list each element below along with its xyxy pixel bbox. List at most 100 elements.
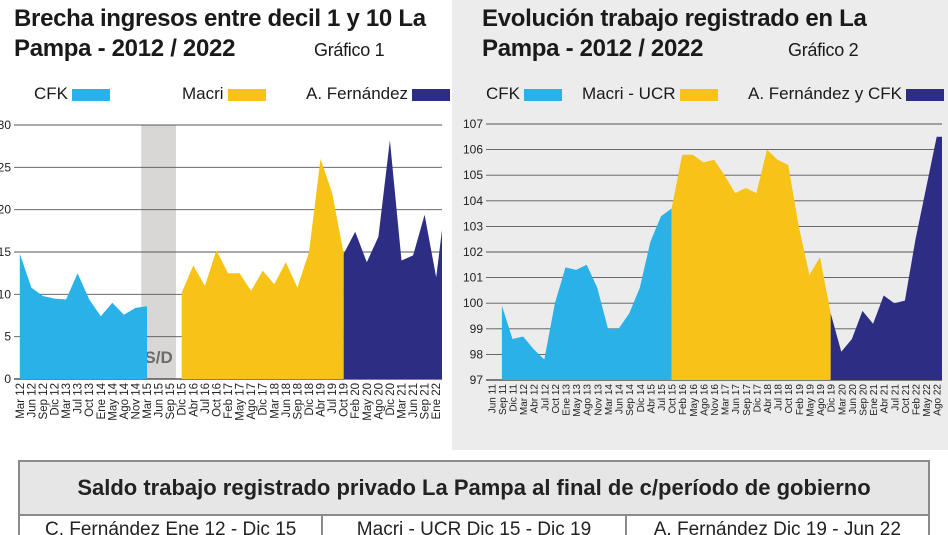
x-tick-label: Dic 11 bbox=[509, 384, 520, 412]
x-tick-label: Mar 18 bbox=[269, 383, 281, 419]
x-tick-label: Abr 16 bbox=[188, 383, 200, 417]
chart-title-brecha: Brecha ingresos entre decil 1 y 10 La Pa… bbox=[14, 4, 454, 64]
legend-label: Macri - UCR bbox=[582, 84, 676, 103]
legend-swatch-macri bbox=[227, 88, 266, 101]
x-tick-label: Nov 14 bbox=[130, 382, 142, 419]
x-tick-label: Dic 15 bbox=[177, 383, 189, 416]
x-tick-label: Abr 12 bbox=[530, 384, 541, 414]
legend-af: A. Fernández y CFK bbox=[748, 84, 945, 104]
table-header-cell: C. Fernández Ene 12 - Dic 15 bbox=[20, 516, 324, 535]
x-tick-label: Abr 18 bbox=[763, 384, 774, 414]
area-series-2 bbox=[671, 149, 831, 380]
y-tick-label: 102 bbox=[463, 245, 483, 259]
x-tick-label: Sep 11 bbox=[498, 384, 509, 415]
saldo-table: Saldo trabajo registrado privado La Pamp… bbox=[18, 460, 930, 535]
y-tick-label: 10 bbox=[0, 287, 11, 301]
area-series-1 bbox=[501, 208, 672, 380]
x-tick-label: Mar 12 bbox=[519, 384, 530, 416]
legend-cfk: CFK bbox=[34, 84, 110, 104]
x-tick-label: Dic 14 bbox=[636, 384, 647, 413]
y-tick-label: 98 bbox=[470, 347, 484, 361]
x-tick-label: Jun 14 bbox=[615, 384, 626, 414]
x-tick-label: Sep 17 bbox=[742, 384, 753, 416]
area-series-3 bbox=[343, 140, 442, 379]
x-tick-label: Jun 15 bbox=[154, 383, 166, 418]
area-series-3 bbox=[830, 136, 942, 380]
x-tick-label: Mar 14 bbox=[604, 384, 615, 416]
x-tick-label: Oct 16 bbox=[211, 383, 223, 417]
y-tick-label: 104 bbox=[463, 194, 483, 208]
x-tick-label: Oct 21 bbox=[901, 384, 912, 414]
chart-subtitle: Gráfico 1 bbox=[314, 40, 385, 60]
chart-title-trabajo: Evolución trabajo registrado en La Pampa… bbox=[482, 4, 902, 64]
y-tick-label: 99 bbox=[470, 322, 484, 336]
y-tick-label: 30 bbox=[0, 118, 11, 132]
area-series-1 bbox=[19, 253, 148, 379]
legend-swatch-af bbox=[906, 88, 945, 101]
chart-panel-trabajo: Evolución trabajo registrado en La Pampa… bbox=[452, 0, 948, 450]
x-tick-label: Jun 17 bbox=[731, 384, 742, 414]
x-tick-label: Jul 19 bbox=[327, 383, 339, 414]
y-tick-label: 20 bbox=[0, 203, 11, 217]
x-tick-label: Oct 13 bbox=[84, 383, 96, 417]
table-header-cell: A. Fernández Dic 19 - Jun 22 bbox=[653, 519, 901, 535]
table-header-row: C. Fernández Ene 12 - Dic 15 Macri - UCR… bbox=[20, 516, 928, 535]
x-tick-label: Feb 16 bbox=[678, 384, 689, 416]
x-tick-label: Ago 16 bbox=[699, 384, 710, 416]
x-tick-label: Ene 14 bbox=[96, 382, 108, 419]
x-tick-label: Jun 18 bbox=[281, 383, 293, 418]
chart-title-text: Evolución trabajo registrado en La Pampa… bbox=[482, 5, 867, 62]
table-header-cell: Macri - UCR Dic 15 - Dic 19 bbox=[323, 516, 627, 535]
y-tick-label: 100 bbox=[463, 296, 483, 310]
x-tick-label: Sep 15 bbox=[165, 383, 177, 419]
x-tick-label: Nov 16 bbox=[710, 384, 721, 416]
x-tick-label: May 20 bbox=[362, 383, 374, 421]
x-tick-label: Sep 14 bbox=[625, 384, 636, 416]
y-tick-label: 101 bbox=[463, 271, 483, 285]
x-tick-label: Jul 16 bbox=[200, 383, 212, 414]
x-tick-label: Ago 20 bbox=[373, 383, 385, 419]
chart-title-text: Brecha ingresos entre decil 1 y 10 La Pa… bbox=[14, 5, 426, 62]
y-tick-label: 25 bbox=[0, 160, 11, 174]
y-tick-label: 5 bbox=[4, 330, 11, 344]
x-tick-label: Oct 12 bbox=[551, 384, 562, 414]
y-tick-label: 0 bbox=[4, 372, 11, 386]
x-tick-label: Ago 14 bbox=[119, 382, 131, 419]
x-tick-label: Nov 13 bbox=[593, 384, 604, 416]
x-tick-label: Feb 22 bbox=[911, 384, 922, 416]
x-tick-label: Jul 21 bbox=[890, 384, 901, 411]
y-tick-label: 15 bbox=[0, 245, 11, 259]
x-tick-label: Abr 15 bbox=[646, 384, 657, 414]
x-tick-label: Mar 13 bbox=[61, 383, 73, 419]
legend-swatch-af bbox=[412, 88, 451, 101]
legend-macri: Macri - UCR bbox=[582, 84, 718, 104]
x-tick-label: Ago 19 bbox=[816, 384, 827, 416]
x-tick-label: Mar 17 bbox=[721, 384, 732, 416]
x-tick-label: Jun 21 bbox=[408, 383, 420, 418]
x-tick-label: Dic 20 bbox=[385, 383, 397, 416]
x-tick-label: Sep 12 bbox=[38, 383, 50, 419]
x-tick-label: Sep 21 bbox=[420, 383, 432, 419]
chart-panel-brecha: Brecha ingresos entre decil 1 y 10 La Pa… bbox=[0, 0, 451, 450]
y-tick-label: 97 bbox=[470, 373, 484, 387]
x-tick-label: Jul 15 bbox=[657, 384, 668, 411]
legend-swatch-cfk bbox=[72, 88, 110, 101]
legend-label: CFK bbox=[34, 84, 68, 103]
legend-label: CFK bbox=[486, 84, 520, 103]
x-tick-label: Mar 15 bbox=[142, 383, 154, 419]
x-tick-label: Dic 19 bbox=[827, 384, 838, 413]
x-tick-label: Ene 13 bbox=[562, 384, 573, 416]
x-tick-label: Ago 13 bbox=[583, 384, 594, 416]
x-tick-label: May 13 bbox=[572, 384, 583, 417]
x-tick-label: Feb 19 bbox=[795, 384, 806, 416]
x-tick-label: May 19 bbox=[805, 384, 816, 417]
x-tick-label: Oct 19 bbox=[339, 383, 351, 417]
x-tick-label: Abr 21 bbox=[880, 384, 891, 414]
x-tick-label: Sep 20 bbox=[858, 384, 869, 416]
x-tick-label: Jun 12 bbox=[26, 383, 38, 418]
x-tick-label: Dic 17 bbox=[752, 384, 763, 413]
x-tick-label: Jun 11 bbox=[487, 384, 498, 414]
x-tick-label: May 16 bbox=[689, 384, 700, 417]
